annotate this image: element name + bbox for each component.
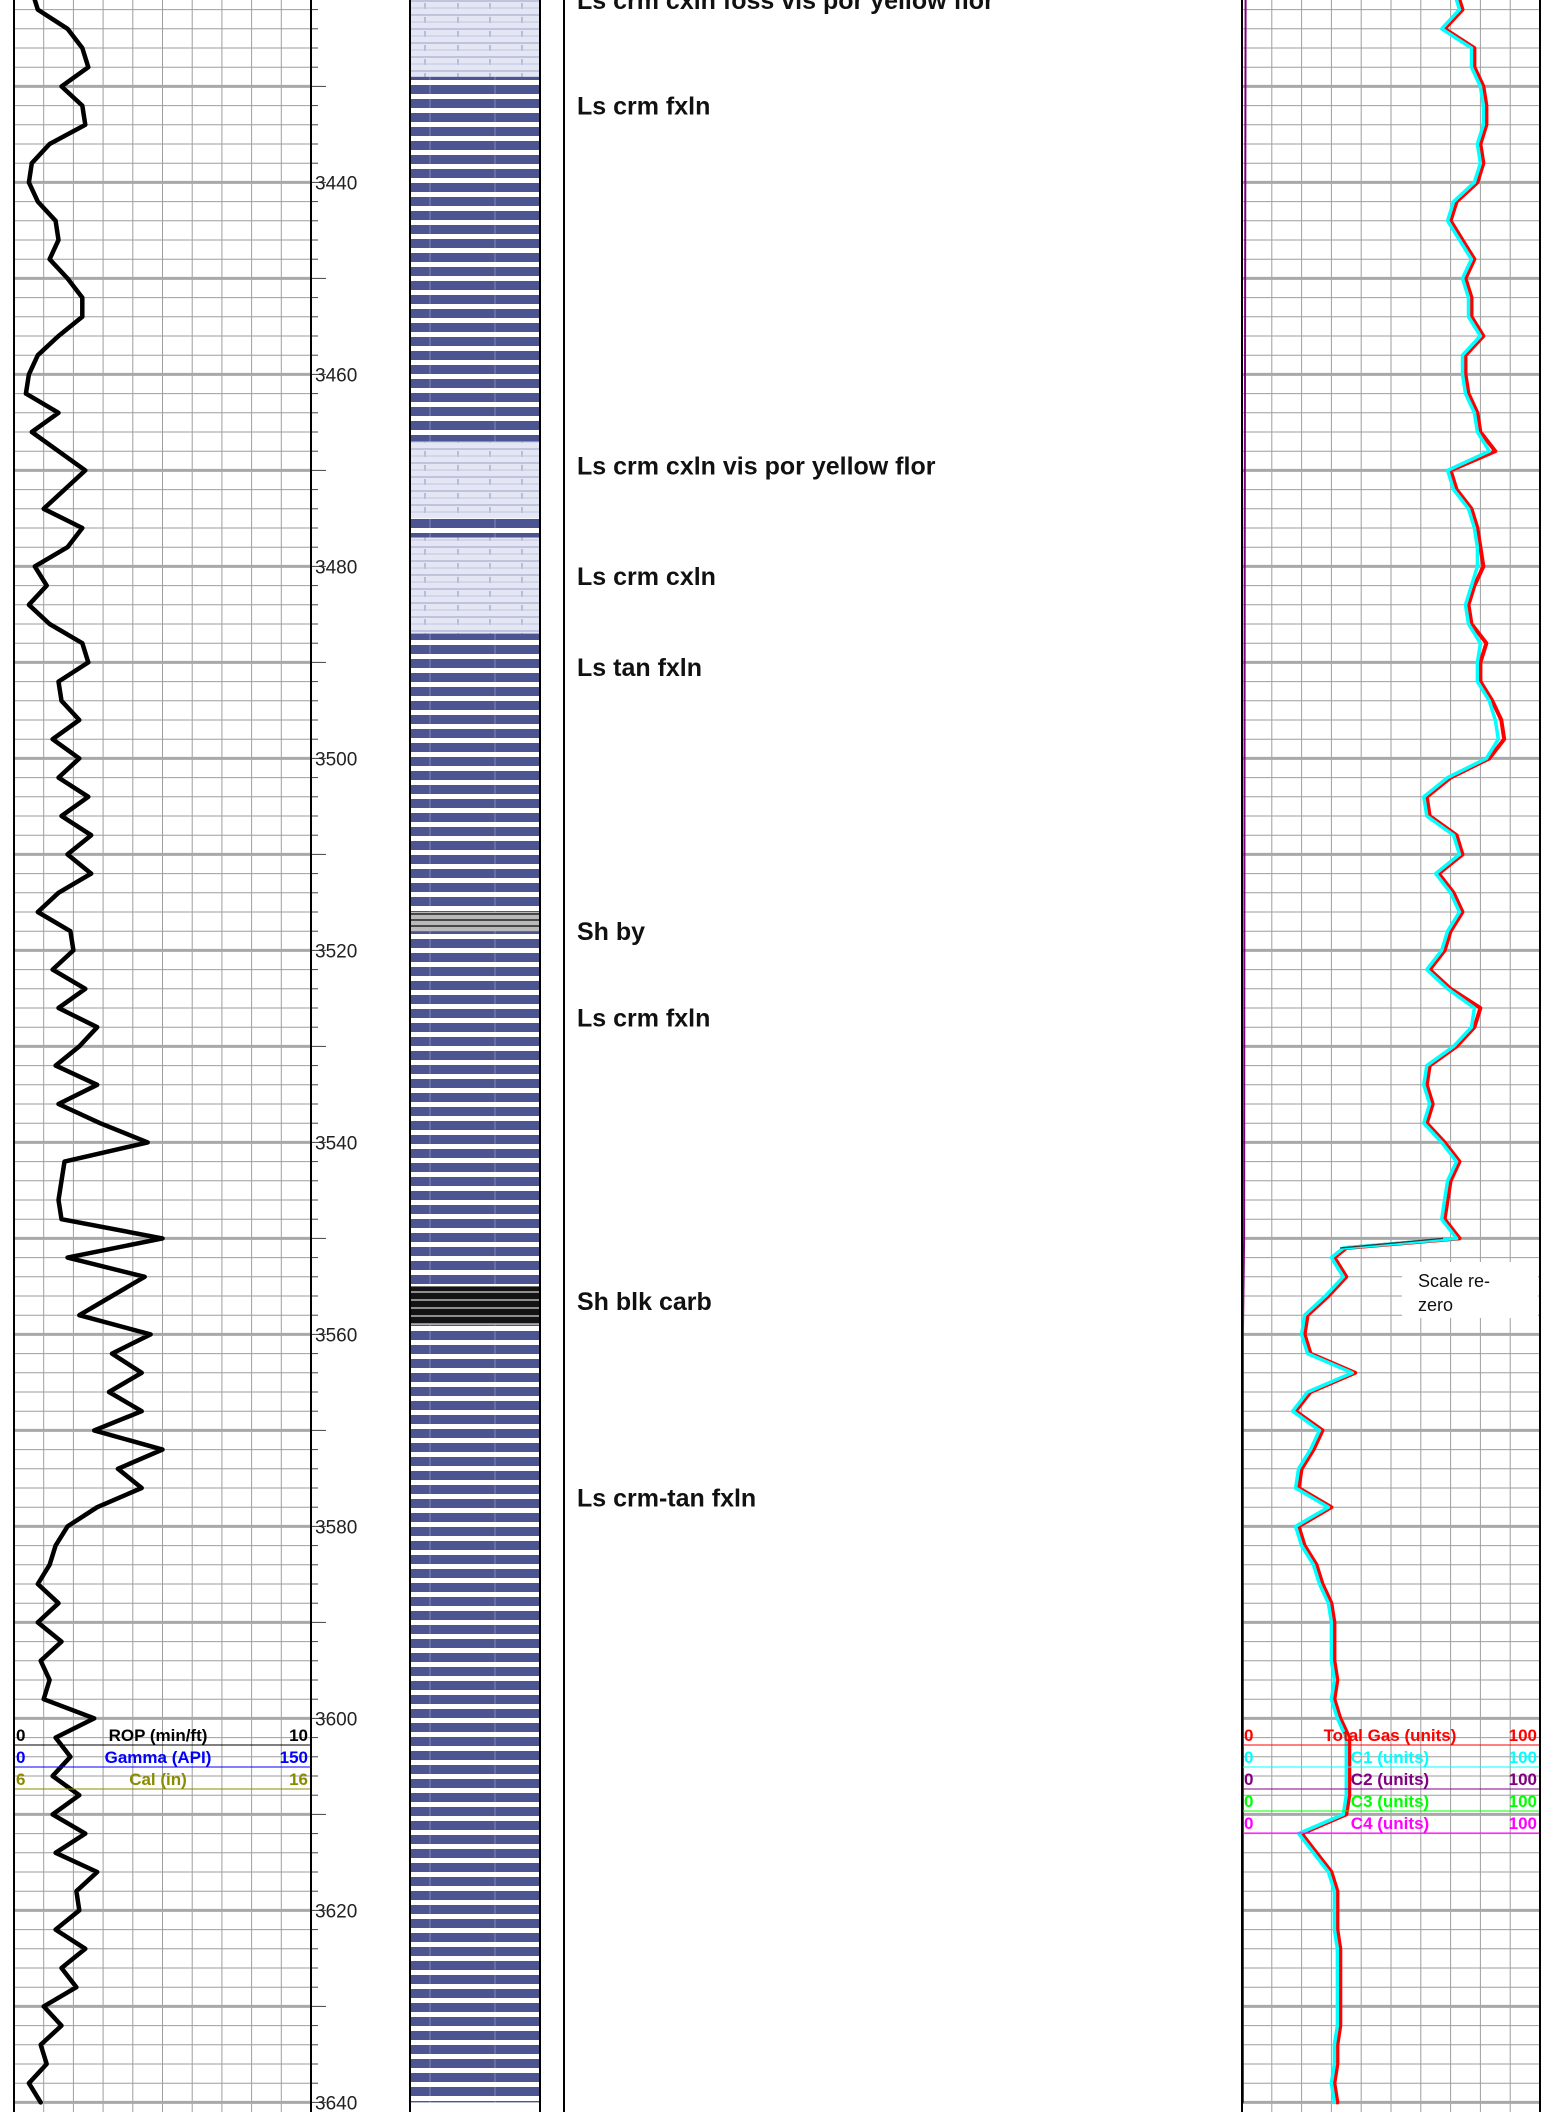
left-track-curves — [23, 0, 165, 2105]
header-max: 150 — [280, 1748, 308, 1767]
lithology-description: Ls crm cxln foss vis por yellow flor — [577, 0, 994, 15]
header-min: 0 — [16, 1748, 25, 1767]
lithology-description: Ls crm cxln vis por yellow flor — [577, 453, 936, 481]
lithology-bed — [410, 518, 540, 538]
scale-rezero-text: zero — [1418, 1295, 1453, 1315]
header-name: Total Gas (units) — [1324, 1726, 1457, 1745]
lithology-description: Ls crm fxln — [577, 1005, 710, 1033]
lithology-description: Ls crm-tan fxln — [577, 1485, 756, 1513]
header-name: C2 (units) — [1351, 1770, 1429, 1789]
header-name: C3 (units) — [1351, 1792, 1429, 1811]
lithology-bed — [410, 441, 540, 519]
scale-rezero-text: Scale re- — [1418, 1271, 1490, 1291]
lithology-bed — [410, 1286, 540, 1325]
depth-label: 3540 — [315, 1133, 357, 1154]
header-min: 0 — [1244, 1748, 1253, 1767]
lithology-bed — [410, 76, 540, 442]
lithology-bed — [410, 1324, 540, 2103]
header-min: 0 — [1244, 1814, 1253, 1833]
depth-label: 3500 — [315, 749, 357, 770]
scale-rezero-note: Scale re- zero — [1402, 1262, 1538, 1318]
right-track-grid — [1242, 0, 1540, 2112]
header-max: 100 — [1509, 1792, 1537, 1811]
lithology-column — [410, 0, 540, 2103]
header-name: C1 (units) — [1351, 1748, 1429, 1767]
header-min: 6 — [16, 1770, 25, 1789]
depth-label: 3620 — [315, 1901, 357, 1922]
depth-label: 3420 — [315, 0, 357, 2]
depth-label: 3640 — [315, 2093, 357, 2112]
depth-label: 3480 — [315, 557, 357, 578]
lithology-description: Sh blk carb — [577, 1288, 712, 1316]
depth-label: 3520 — [315, 941, 357, 962]
header-max: 100 — [1509, 1814, 1537, 1833]
depth-label: 3600 — [315, 1709, 357, 1730]
lithology-description: Sh by — [577, 918, 645, 946]
rezero-connector — [1339, 1237, 1444, 1249]
depth-label: 3460 — [315, 365, 357, 386]
depth-label: 3560 — [315, 1325, 357, 1346]
lithology-bed — [410, 537, 540, 634]
header-min: 0 — [16, 1726, 25, 1745]
header-name: Cal (in) — [129, 1770, 187, 1789]
c1-curve — [1290, 0, 1501, 2105]
lithology-bed — [410, 912, 540, 932]
header-min: 0 — [1244, 1726, 1253, 1745]
lithology-description: Ls crm cxln — [577, 563, 716, 591]
left-track-header: 0 ROP (min/ft) 10 0 Gamma (API) 150 6 Cal (in) 1… — [14, 1726, 311, 1790]
header-max: 16 — [289, 1770, 308, 1789]
left-track-grid — [14, 0, 311, 2112]
header-max: 100 — [1509, 1770, 1537, 1789]
lithology-descriptions: Ls crm cxln foss vis por yellow flor Ls c… — [577, 0, 994, 1513]
header-max: 100 — [1509, 1748, 1537, 1767]
right-track-header: 0 Total Gas (units) 100 0 C1 (units) 100 0 C2 (… — [1242, 1726, 1540, 1834]
lithology-description: Ls crm fxln — [577, 93, 710, 121]
depth-scale: 3420 3440 3460 3480 3500 3520 3540 3560 3580 3600… — [311, 0, 357, 2112]
header-max: 10 — [289, 1726, 308, 1745]
header-min: 0 — [1244, 1792, 1253, 1811]
lithology-bed — [410, 633, 540, 912]
track-borders — [13, 0, 1541, 2112]
header-max: 100 — [1509, 1726, 1537, 1745]
lithology-bed — [410, 931, 540, 1287]
header-name: Gamma (API) — [105, 1748, 212, 1767]
lithology-bed — [410, 0, 540, 77]
lithology-description: Ls tan fxln — [577, 654, 702, 682]
header-name: C4 (units) — [1351, 1814, 1429, 1833]
depth-label: 3440 — [315, 173, 357, 194]
header-name: ROP (min/ft) — [109, 1726, 208, 1745]
depth-label: 3580 — [315, 1517, 357, 1538]
rop-curve — [23, 0, 165, 2105]
header-min: 0 — [1244, 1770, 1253, 1789]
